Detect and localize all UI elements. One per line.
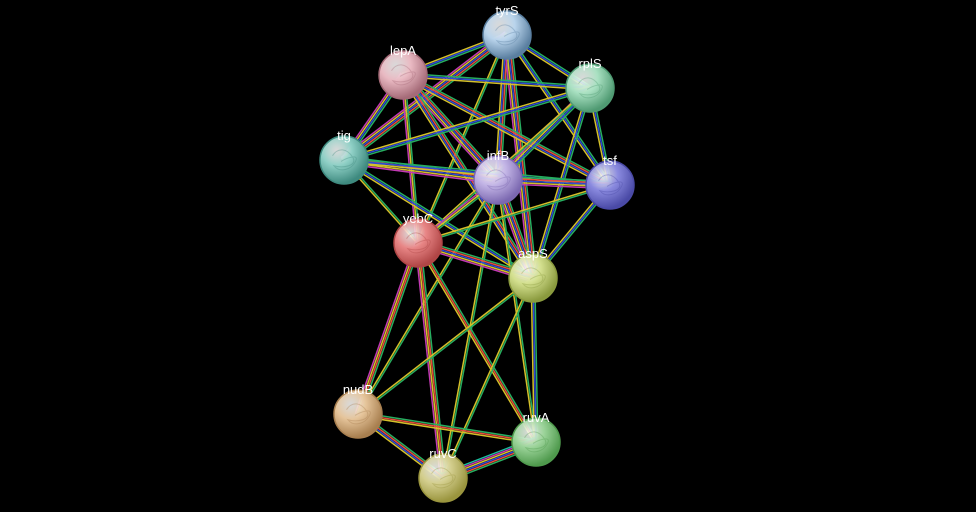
node-rplS[interactable] [566, 64, 614, 112]
node-tig[interactable] [320, 136, 368, 184]
node-aspS[interactable] [509, 254, 557, 302]
edge [421, 243, 446, 478]
node-lepA[interactable] [379, 51, 427, 99]
node-nudB[interactable] [334, 390, 382, 438]
protein-network-graph [0, 0, 976, 512]
node-tsf[interactable] [586, 161, 634, 209]
node-yebC[interactable] [394, 219, 442, 267]
edge [403, 73, 590, 86]
node-ruvC[interactable] [419, 454, 467, 502]
node-infB[interactable] [474, 156, 522, 204]
node-ruvA[interactable] [512, 418, 560, 466]
edge [401, 75, 416, 243]
edge [403, 77, 590, 90]
node-tyrS[interactable] [483, 11, 531, 59]
edge [355, 242, 415, 413]
